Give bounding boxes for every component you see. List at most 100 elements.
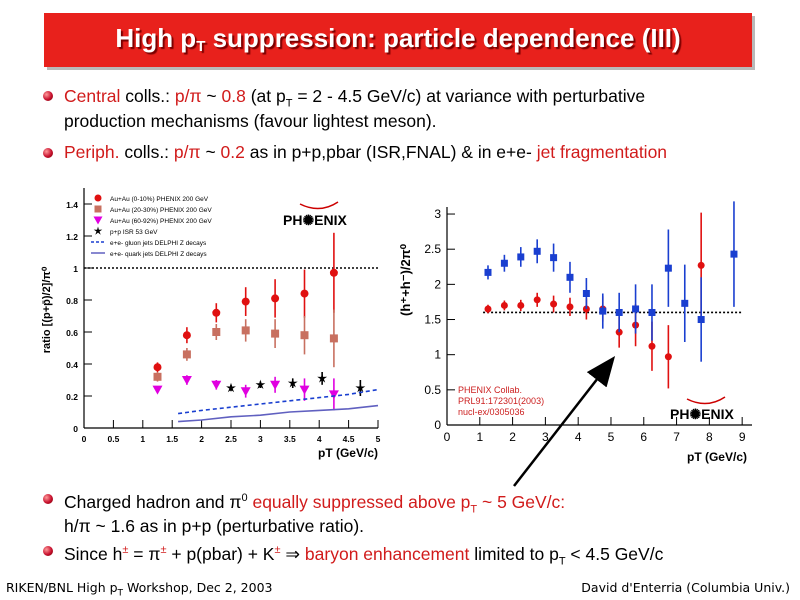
x-tick-label: 1.5 — [166, 434, 178, 444]
legend-entry: Au+Au (0-10%) PHENIX 200 GeV — [110, 196, 209, 203]
x-tick-label: 0.5 — [107, 434, 119, 444]
data-point — [664, 264, 672, 272]
x-tick-label: 4 — [317, 434, 322, 444]
series-line — [177, 388, 379, 415]
y-tick-label: 2.5 — [424, 242, 441, 256]
data-point — [270, 380, 281, 390]
bullet-baryon: Since h± = π± + p(pbar) + K± ⇒ baryon en… — [64, 543, 664, 568]
x-tick-label: 3 — [542, 430, 549, 444]
data-point — [152, 385, 163, 395]
data-point — [241, 297, 250, 306]
data-point — [317, 373, 328, 383]
y-tick-label: 1.5 — [424, 313, 441, 327]
y-tick-label: 0 — [73, 424, 78, 434]
data-point — [271, 329, 280, 338]
legend-entry: p+p ISR 53 GeV — [110, 229, 158, 236]
x-tick-label: 3.5 — [284, 434, 296, 444]
data-point — [599, 307, 607, 315]
y-tick-label: 1 — [434, 348, 441, 362]
x-tick-label: 6 — [640, 430, 647, 444]
y-tick-label: 0.5 — [424, 383, 441, 397]
data-point — [550, 300, 558, 308]
data-point — [182, 350, 191, 359]
logo-arc-icon — [686, 396, 726, 405]
bullet-central-line2: production mechanisms (favour lightest m… — [64, 111, 437, 131]
legend-entry: e+e- quark jets DELPHI Z decays — [110, 251, 207, 258]
title-banner: High pT suppression: particle dependence… — [44, 13, 752, 67]
chart-hadron-pion-ratio: 0 1 2 3 4 5 6 7 8 9 0 0.5 1 1.5 2 2.5 3 (h⁺+h⁻)/2π⁰ pT (Ge… — [398, 201, 752, 464]
bullet-icon — [43, 148, 53, 158]
data-point — [697, 316, 705, 324]
y-tick-label: 1 — [73, 264, 78, 274]
bullet-peripheral: Periph. colls.: p/π ~ 0.2 as in p+p,pbar… — [64, 142, 668, 162]
x-tick-label: 8 — [706, 430, 713, 444]
legend-entry: Au+Au (60-92%) PHENIX 200 GeV — [110, 218, 212, 225]
data-point — [287, 378, 298, 388]
data-point — [300, 331, 309, 340]
data-point — [328, 390, 339, 400]
x-tick-label: 2 — [509, 430, 516, 444]
data-point — [730, 250, 738, 258]
page-title: High pT suppression: particle dependence… — [115, 23, 681, 55]
data-point — [153, 372, 162, 381]
y-tick-label: 3 — [434, 207, 441, 221]
logo-arc-icon — [299, 201, 339, 210]
data-point — [632, 305, 640, 313]
data-point — [93, 216, 103, 225]
data-point — [271, 294, 280, 303]
footer-left: RIKEN/BNL High pT Workshop, Dec 2, 2003 — [6, 580, 273, 599]
footer-right: David d'Enterria (Columbia Univ.) — [581, 580, 790, 595]
chart-proton-pion-ratio: 0 0.5 1 1.5 2 2.5 3 3.5 4 4.5 5 0 0.2 0.4 0.6 0.8 1 1.2 1.… — [41, 188, 381, 460]
data-point — [500, 301, 508, 309]
x-tick-label: 2 — [199, 434, 204, 444]
data-point — [681, 299, 689, 307]
data-point — [355, 382, 366, 393]
data-point — [533, 296, 541, 304]
x-tick-label: 1 — [476, 430, 483, 444]
data-point — [241, 326, 250, 335]
data-point — [212, 328, 221, 336]
bullet-central: Central colls.: p/π ~ 0.8 (at pT = 2 - 4… — [64, 86, 646, 110]
data-point — [212, 308, 221, 317]
data-point — [566, 303, 574, 311]
bullet-charged-hadron: Charged hadron and π0 equally suppressed… — [64, 491, 566, 516]
y-tick-label: 0.8 — [66, 296, 78, 306]
x-tick-label: 9 — [739, 430, 746, 444]
annotation-line: PHENIX Collab. — [458, 385, 522, 395]
y-tick-label: 0.4 — [66, 360, 78, 370]
x-tick-label: 3 — [258, 434, 263, 444]
x-tick-label: 1 — [140, 434, 145, 444]
data-point — [181, 376, 192, 385]
data-point — [329, 334, 338, 343]
data-point — [153, 363, 162, 372]
bullet-icon — [43, 546, 53, 556]
x-tick-label: 0 — [82, 434, 87, 444]
x-tick-label: 0 — [444, 430, 451, 444]
data-point — [329, 268, 338, 277]
arrow-icon — [513, 356, 616, 487]
bullet-icon — [43, 494, 53, 504]
data-point — [211, 380, 222, 390]
y-tick-label: 0.6 — [66, 328, 78, 338]
y-tick-label: 1.4 — [66, 200, 78, 210]
data-point — [582, 289, 590, 297]
legend-entry: e+e- gluon jets DELPHI Z decays — [110, 240, 207, 247]
data-point — [533, 247, 541, 255]
data-point — [94, 205, 102, 213]
x-tick-label: 7 — [673, 430, 680, 444]
legend-entry: Au+Au (20-30%) PHENIX 200 GeV — [110, 207, 212, 214]
data-point — [182, 331, 191, 340]
y-tick-label: 0 — [434, 418, 441, 432]
x-tick-label: 5 — [608, 430, 615, 444]
data-point — [697, 261, 705, 269]
data-point — [648, 342, 656, 350]
data-point — [94, 194, 102, 202]
phenix-logo: PH✺ENIX — [670, 406, 735, 422]
data-point — [240, 387, 251, 397]
x-tick-label: 5 — [376, 434, 381, 444]
y-axis-label: ratio [(p+p̄)/2]/π⁰ — [41, 266, 53, 353]
data-point — [299, 385, 310, 395]
data-point — [500, 259, 508, 267]
x-tick-label: 4.5 — [343, 434, 355, 444]
bullet-charged-hadron-line2: h/π ~ 1.6 as in p+p (perturbative ratio)… — [64, 516, 365, 536]
